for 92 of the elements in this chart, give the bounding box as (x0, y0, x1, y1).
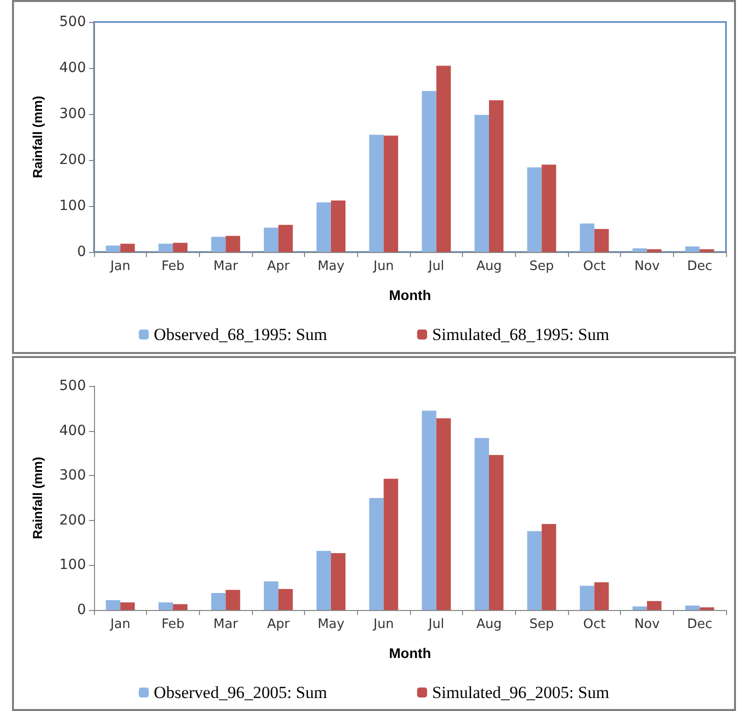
bar (436, 418, 451, 610)
x-tick-label: Jun (372, 616, 394, 632)
x-tick-label: Dec (687, 259, 712, 274)
y-tick-label: 300 (59, 106, 86, 122)
bar (489, 100, 504, 252)
y-tick-label: 500 (59, 378, 86, 394)
y-tick-label: 0 (77, 602, 86, 618)
bar (422, 410, 436, 610)
x-tick-label: Feb (161, 259, 185, 274)
y-tick-label: 400 (59, 60, 86, 76)
bar (527, 530, 542, 610)
bar (331, 200, 346, 252)
bar (647, 600, 662, 610)
x-tick-label: Jan (109, 259, 130, 274)
bar (278, 588, 293, 610)
legend-label: Simulated_96_2005: Sum (432, 682, 610, 702)
bar (226, 589, 240, 610)
x-tick-label: Feb (161, 616, 185, 632)
x-tick-label: Aug (476, 259, 502, 274)
legend-label: Simulated_68_1995: Sum (432, 325, 610, 344)
x-tick-label: Mar (213, 616, 239, 632)
y-tick-label: 300 (59, 467, 86, 484)
bar (264, 228, 278, 252)
x-tick-label: Nov (634, 616, 660, 632)
bar (542, 164, 556, 252)
bar (106, 246, 120, 252)
bar (632, 606, 647, 610)
bar (436, 66, 451, 252)
x-tick-label: Apr (267, 259, 290, 274)
bar (158, 244, 173, 252)
x-axis-title: Month (389, 644, 431, 660)
x-tick-label: Oct (583, 259, 606, 274)
y-tick-label: 200 (59, 512, 86, 528)
x-tick-label: Oct (583, 616, 606, 632)
bar (158, 602, 173, 610)
y-tick-label: 500 (59, 14, 86, 30)
bar (173, 242, 188, 252)
x-tick-label: May (318, 616, 345, 632)
y-tick-label: 400 (59, 422, 86, 438)
y-axis-title: Rainfall (mm) (30, 456, 45, 539)
bar (527, 167, 542, 252)
x-tick-label: Nov (634, 259, 660, 274)
bar (316, 202, 331, 252)
x-axis-title: Month (389, 287, 431, 303)
bar (278, 224, 293, 252)
bar (700, 249, 714, 252)
legend-label: Observed_96_2005: Sum (154, 682, 328, 702)
y-tick-label: 100 (59, 556, 86, 573)
bar (580, 585, 594, 610)
x-tick-label: Jul (427, 259, 444, 274)
bar (700, 606, 714, 610)
bar (120, 244, 135, 252)
x-tick-label: Mar (213, 259, 239, 274)
bar (384, 136, 398, 252)
y-tick-label: 0 (77, 244, 86, 260)
bar (474, 114, 489, 252)
y-tick-label: 100 (59, 198, 86, 214)
bar (647, 249, 662, 252)
y-axis-title: Rainfall (mm) (30, 96, 45, 178)
bar (580, 223, 594, 252)
x-tick-label: Jan (109, 616, 130, 632)
x-tick-label: Jul (427, 616, 444, 632)
bar (685, 246, 700, 252)
bar (106, 600, 120, 610)
bar (384, 478, 398, 610)
legend-label: Observed_68_1995: Sum (154, 325, 328, 344)
bar (226, 236, 240, 252)
x-tick-label: Jun (372, 259, 394, 274)
bar (173, 604, 188, 610)
bar (474, 437, 489, 610)
x-tick-label: Sep (529, 259, 554, 274)
bar (422, 91, 436, 252)
x-tick-label: Dec (687, 616, 712, 632)
x-tick-label: Sep (529, 616, 554, 632)
x-tick-label: Apr (267, 616, 290, 632)
bar (632, 248, 647, 252)
y-tick-label: 200 (59, 152, 86, 168)
bar (542, 523, 556, 610)
bar (685, 605, 700, 610)
bar (369, 134, 384, 252)
bar (331, 552, 346, 610)
bar (211, 236, 226, 252)
bar (264, 580, 278, 610)
bar (211, 592, 226, 610)
bar (316, 550, 331, 610)
x-tick-label: May (318, 259, 345, 274)
bar (369, 498, 384, 610)
bar (594, 582, 609, 610)
x-tick-label: Aug (476, 616, 502, 632)
bar (489, 454, 504, 610)
bar (120, 602, 135, 610)
bar (594, 229, 609, 252)
